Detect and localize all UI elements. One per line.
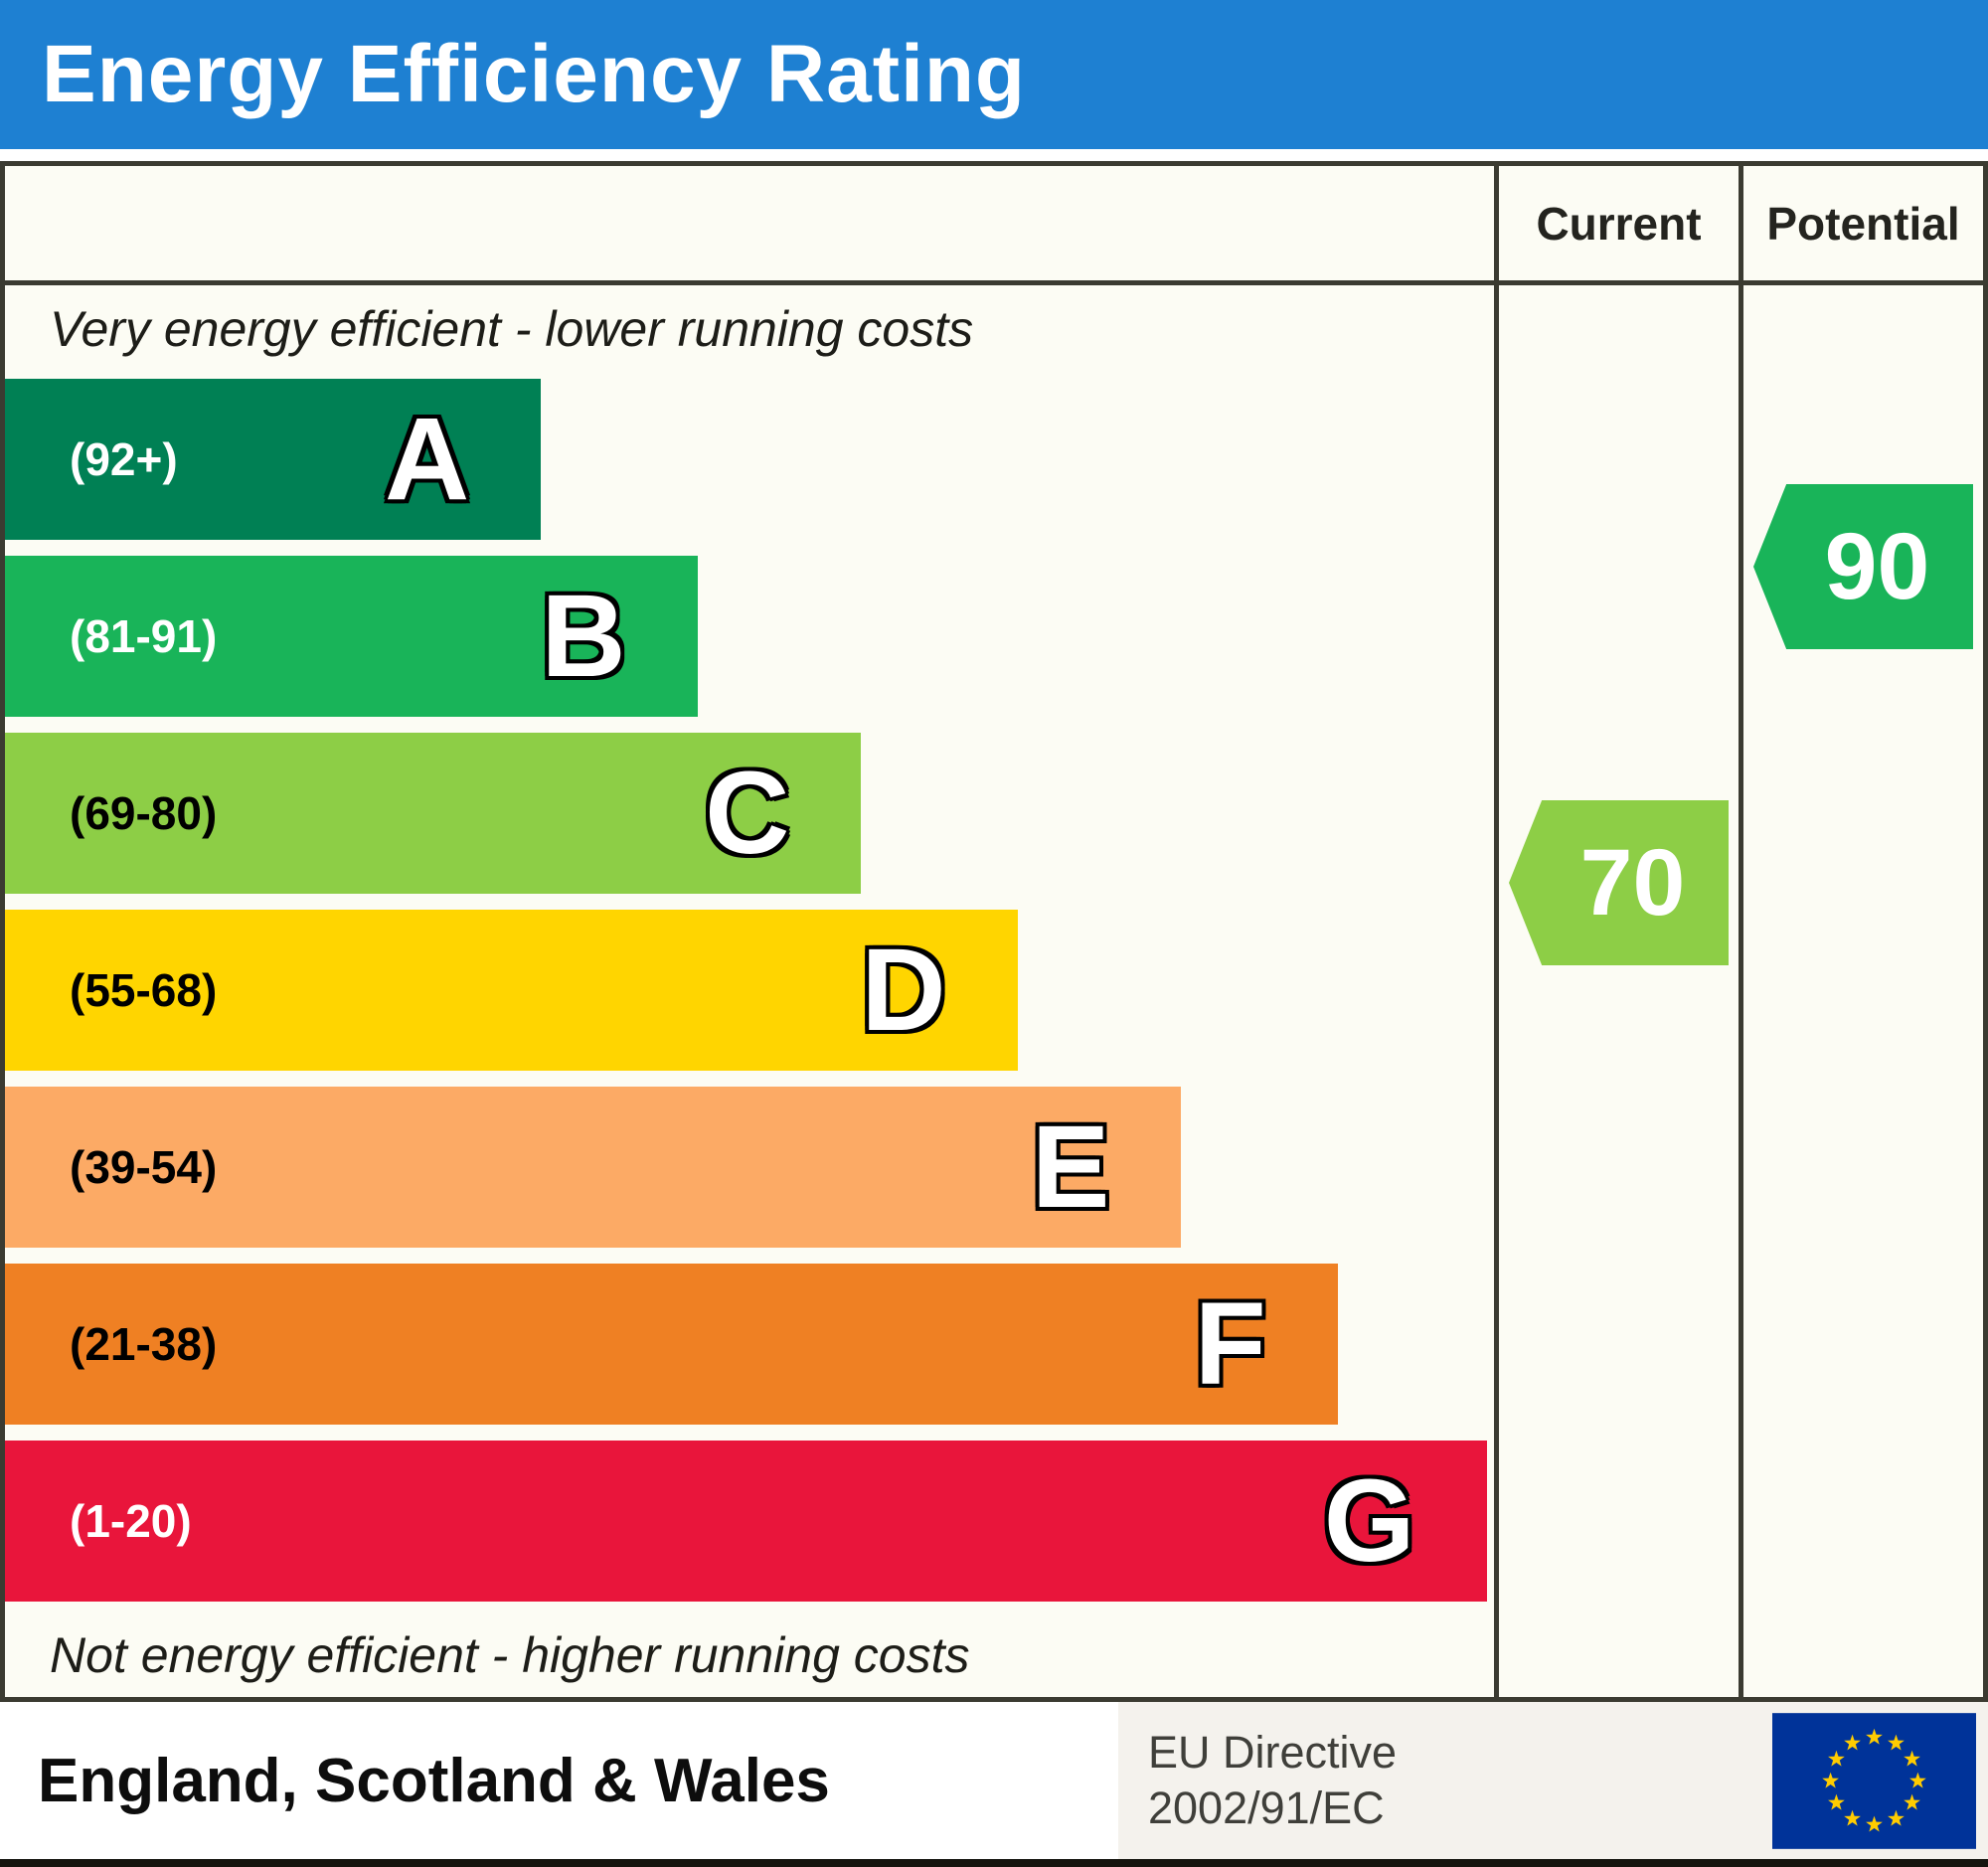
header-spacer — [5, 166, 1494, 280]
band-row-d: (55-68) D — [5, 910, 1494, 1071]
epc-chart: Current Potential Very energy efficient … — [0, 161, 1988, 1702]
potential-column: 90 — [1739, 285, 1983, 1697]
title-bar: Energy Efficiency Rating — [0, 0, 1988, 149]
band-bar-g: (1-20) G — [5, 1441, 1487, 1602]
current-column: 70 — [1494, 285, 1739, 1697]
eu-flag-icon — [1772, 1712, 1976, 1849]
band-letter: C — [705, 748, 790, 879]
band-letter: E — [1031, 1102, 1110, 1233]
region-label: England, Scotland & Wales — [38, 1746, 830, 1815]
potential-rating-arrow: 90 — [1753, 484, 1973, 649]
band-range-label: (21-38) — [70, 1318, 218, 1370]
band-row-f: (21-38) F — [5, 1264, 1494, 1425]
band-letter: G — [1323, 1455, 1415, 1587]
band-row-a: (92+) A — [5, 379, 1494, 540]
eu-directive-line1: EU Directive — [1148, 1726, 1398, 1778]
footer-right-panel: EU Directive 2002/91/EC — [1118, 1702, 1988, 1859]
bottom-note: Not energy efficient - higher running co… — [50, 1627, 970, 1683]
band-letter: A — [385, 394, 470, 525]
band-bar-f: (21-38) F — [5, 1264, 1338, 1425]
top-note: Very energy efficient - lower running co… — [50, 301, 974, 357]
band-letter: D — [861, 925, 946, 1056]
band-range-label: (55-68) — [70, 964, 218, 1016]
band-bar-c: (69-80) C — [5, 733, 862, 894]
potential-column-header: Potential — [1739, 166, 1983, 280]
band-range-label: (1-20) — [70, 1495, 192, 1547]
chart-body: Very energy efficient - lower running co… — [5, 285, 1983, 1697]
band-bar-d: (55-68) D — [5, 910, 1018, 1071]
band-range-label: (81-91) — [70, 610, 218, 662]
eu-directive-line2: 2002/91/EC — [1148, 1782, 1385, 1833]
band-bar-e: (39-54) E — [5, 1087, 1182, 1248]
band-letter: B — [541, 571, 626, 702]
current-rating-arrow: 70 — [1509, 800, 1729, 965]
band-letter: F — [1194, 1278, 1266, 1410]
band-bar-a: (92+) A — [5, 379, 542, 540]
band-range-label: (39-54) — [70, 1141, 218, 1193]
potential-rating-value: 90 — [1824, 513, 1930, 619]
current-rating-value: 70 — [1579, 829, 1686, 935]
current-column-header: Current — [1494, 166, 1739, 280]
footer: England, Scotland & Wales EU Directive 2… — [0, 1702, 1988, 1867]
page-title: Energy Efficiency Rating — [42, 29, 1027, 119]
band-range-label: (69-80) — [70, 787, 218, 839]
band-range-label: (92+) — [70, 433, 178, 485]
band-row-b: (81-91) B — [5, 556, 1494, 717]
chart-header-row: Current Potential — [5, 166, 1983, 285]
band-row-c: (69-80) C — [5, 733, 1494, 894]
band-bar-b: (81-91) B — [5, 556, 698, 717]
band-row-e: (39-54) E — [5, 1087, 1494, 1248]
band-row-g: (1-20) G — [5, 1441, 1494, 1602]
eu-directive-label: EU Directive 2002/91/EC — [1148, 1725, 1397, 1837]
bands-area: Very energy efficient - lower running co… — [5, 285, 1494, 1697]
